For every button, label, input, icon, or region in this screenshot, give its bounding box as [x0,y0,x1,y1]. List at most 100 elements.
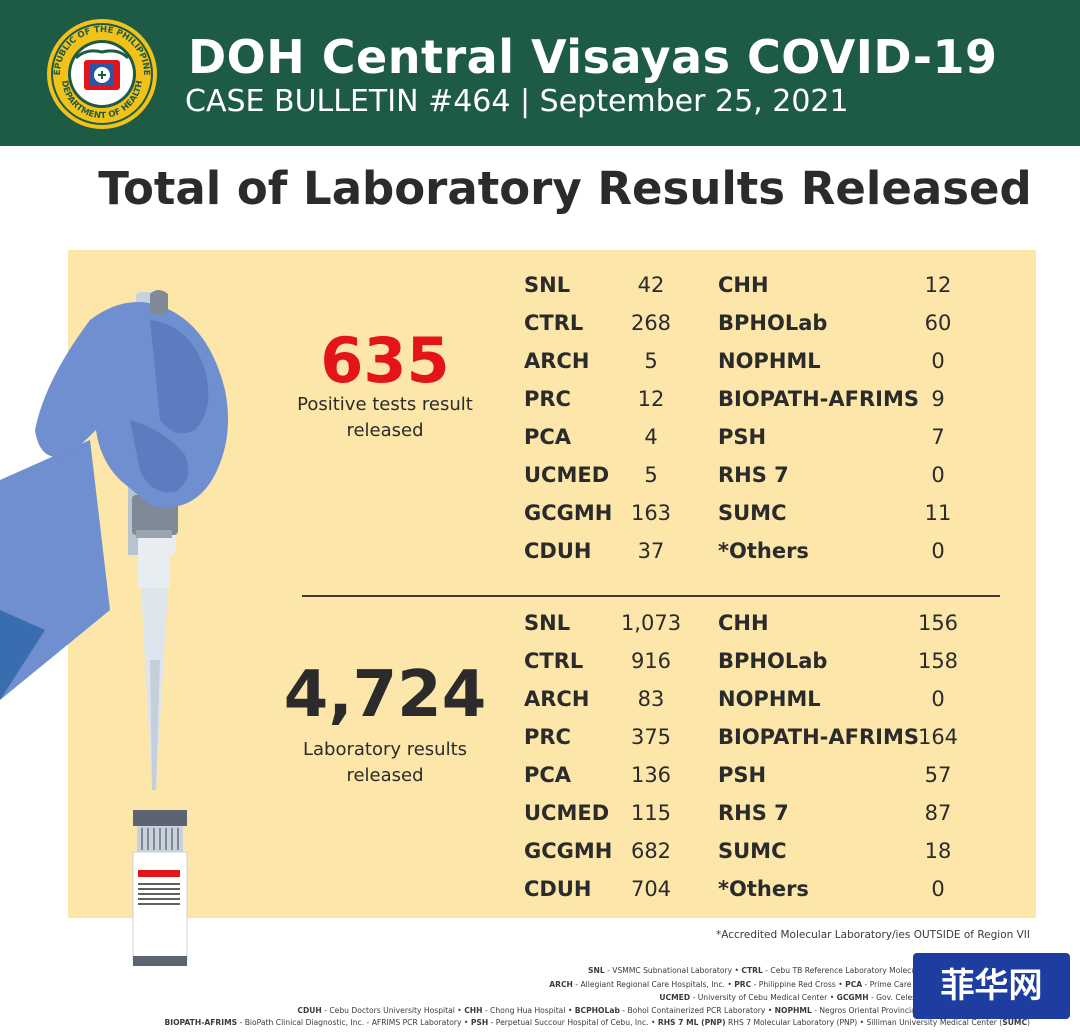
lab-name: BIOPATH-AFRIMS [718,387,919,411]
lab-name: PRC [524,387,571,411]
laboratory-row: SNL 1,073 CHH 156 [0,608,1080,646]
positive-total-label: Positive tests result released [280,392,490,444]
lab-name: SUMC [718,501,787,525]
lab-value: 115 [630,801,672,825]
positive-row: CDUH 37 *Others 0 [0,536,1080,574]
lab-name: NOPHML [718,349,821,373]
lab-value: 704 [630,877,672,901]
lab-value: 158 [917,649,959,673]
lab-name: GCGMH [524,501,613,525]
legend-text: - Gov. Celestin [868,993,926,1002]
results-panel [68,250,1036,918]
lab-value: 60 [924,311,952,335]
positive-total: 635 [320,324,450,397]
laboratory-row: CDUH 704 *Others 0 [0,874,1080,912]
lab-value: 163 [630,501,672,525]
lab-name: ARCH [524,687,590,711]
positive-row: UCMED 5 RHS 7 0 [0,460,1080,498]
lab-value: 57 [924,763,952,787]
legend-text: - Perpetual Succour Hospital of Cebu, In… [488,1018,658,1027]
lab-value: 375 [630,725,672,749]
legend-abbr: NOPHML [774,1006,812,1015]
lab-name: SNL [524,611,571,635]
laboratory-row: UCMED 115 RHS 7 87 [0,798,1080,836]
lab-value: 42 [637,273,665,297]
lab-name: PSH [718,763,767,787]
legend-text: ) [1027,1018,1030,1027]
lab-value: 11 [924,501,952,525]
lab-name: UCMED [524,463,610,487]
lab-value: 0 [931,877,945,901]
lab-name: UCMED [524,801,610,825]
legend-text: - University of Cebu Medical Center • [690,993,837,1002]
legend-text: - Cebu Doctors University Hospital • [321,1006,465,1015]
lab-value: 916 [630,649,672,673]
positive-row: PRC 12 BIOPATH-AFRIMS 9 [0,384,1080,422]
legend-text: - Bohol Containerized PCR Laboratory • [619,1006,775,1015]
lab-name: CHH [718,273,769,297]
legend-text: - Negros Oriental Provincial H [811,1006,926,1015]
footnote: *Accredited Molecular Laboratory/ies OUT… [715,929,1030,941]
positive-row: ARCH 5 NOPHML 0 [0,346,1080,384]
laboratory-row: ARCH 83 NOPHML 0 [0,684,1080,722]
lab-name: GCGMH [524,839,613,863]
lab-value: 4 [644,425,658,449]
lab-name: PSH [718,425,767,449]
legend-text: - Cebu TB Reference Laboratory Molecular [762,966,926,975]
legend-text: - Prime Care Alp [862,980,926,989]
legend-abbr: CTRL [741,966,763,975]
laboratory-label-line1: Laboratory results [302,739,468,760]
legend-line: UCMED - University of Cebu Medical Cente… [659,993,926,1002]
lab-value: 7 [931,425,945,449]
lab-name: BPHOLab [718,311,828,335]
lab-value: 18 [924,839,952,863]
legend-line: SNL - VSMMC Subnational Laboratory • CTR… [588,966,926,975]
laboratory-row: CTRL 916 BPHOLab 158 [0,646,1080,684]
legend-abbr: PCA [845,980,863,989]
lab-value: 0 [931,463,945,487]
lab-name: ARCH [524,349,590,373]
legend-abbr: GCGMH [836,993,869,1002]
lab-name: BIOPATH-AFRIMS [718,725,919,749]
laboratory-row: GCGMH 682 SUMC 18 [0,836,1080,874]
lab-name: PCA [524,763,572,787]
header-title: DOH Central Visayas COVID-19 [188,30,998,84]
lab-name: NOPHML [718,687,821,711]
legend-line: ARCH - Allegiant Regional Care Hospitals… [549,980,926,989]
lab-value: 0 [931,349,945,373]
lab-value: 5 [644,463,658,487]
laboratory-total-label: Laboratory results released [280,737,490,789]
lab-name: SUMC [718,839,787,863]
legend-line: BIOPATH-AFRIMS - BioPath Clinical Diagno… [164,1018,1030,1027]
legend-text: - Chong Hua Hospital • [482,1006,575,1015]
lab-name: *Others [718,539,809,563]
lab-value: 12 [924,273,952,297]
legend-abbr: BCPHOLab [574,1006,620,1015]
legend-abbr: CHH [464,1006,483,1015]
lab-value: 9 [931,387,945,411]
lab-name: CTRL [524,649,584,673]
lab-value: 37 [637,539,665,563]
legend-text: - VSMMC Subnational Laboratory • [604,966,742,975]
legend-abbr: ARCH [549,980,573,989]
lab-name: RHS 7 [718,463,789,487]
positive-row: GCGMH 163 SUMC 11 [0,498,1080,536]
pipette-illustration-icon [0,290,229,966]
lab-name: CHH [718,611,769,635]
lab-name: RHS 7 [718,801,789,825]
lab-value: 12 [637,387,665,411]
lab-name: CDUH [524,877,592,901]
lab-value: 0 [931,539,945,563]
legend-abbr: CDUH [297,1006,322,1015]
legend-abbr: PSH [470,1018,489,1027]
laboratory-total: 4,724 [283,658,487,732]
laboratory-row: PCA 136 PSH 57 [0,760,1080,798]
lab-value: 156 [917,611,959,635]
lab-value: 5 [644,349,658,373]
doh-seal-icon: REPUBLIC OF THE PHILIPPINES DEPARTMENT O… [46,18,157,129]
laboratory-label-line2: released [346,765,424,786]
legend-text: - Philippine Red Cross • [751,980,846,989]
positive-row: SNL 42 CHH 12 [0,270,1080,308]
legend-abbr: SNL [588,966,605,975]
lab-name: CDUH [524,539,592,563]
